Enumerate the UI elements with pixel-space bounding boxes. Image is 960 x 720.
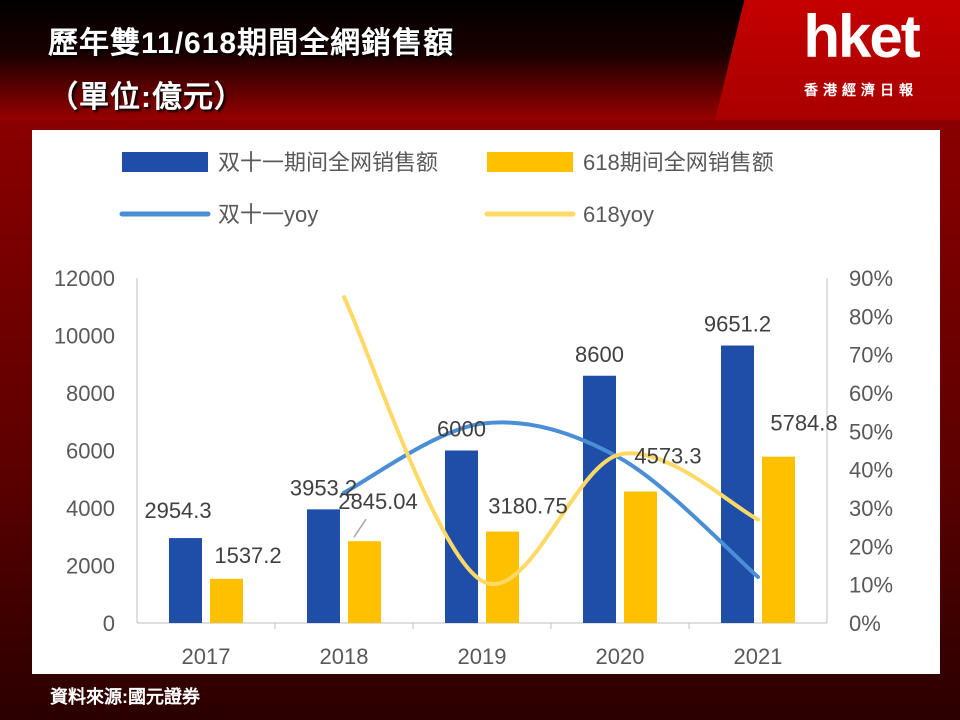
logo-panel — [715, 0, 960, 120]
legend-label: 618期间全网销售额 — [583, 150, 774, 175]
data-label-leader — [353, 518, 367, 538]
chart-panel: 0 2000 4000 6000 8000 10000 12000 0% 10% 20% 30% 40… — [32, 130, 940, 674]
legend-label: 双十一期间全网销售额 — [218, 150, 438, 175]
hket-logo-subtitle: 香港經濟日報 — [804, 82, 918, 98]
legend-label: 618yoy — [583, 202, 654, 227]
bar-618 — [762, 456, 795, 623]
data-label-618: 5784.8 — [770, 411, 837, 436]
x-tick-label: 2017 — [182, 644, 231, 669]
data-label-618: 1537.2 — [214, 543, 281, 568]
data-label-double11: 9651.2 — [704, 312, 771, 337]
x-tick-label: 2021 — [734, 644, 783, 669]
data-label-618: 4573.3 — [634, 444, 701, 469]
data-label-double11: 6000 — [437, 417, 486, 442]
data-label-double11: 8600 — [575, 342, 624, 367]
bar-double11 — [445, 450, 478, 623]
y2-tick-label: 40% — [849, 458, 893, 483]
y2-tick-label: 20% — [849, 534, 893, 559]
bar-double11 — [307, 509, 340, 623]
y-tick-label: 2000 — [66, 554, 115, 579]
data-label-double11: 3953.2 — [290, 475, 357, 500]
bar-double11 — [169, 538, 202, 623]
y-tick-label: 8000 — [66, 381, 115, 406]
y2-tick-label: 30% — [849, 496, 893, 521]
hket-logo: hket — [803, 3, 920, 70]
bar-double11 — [583, 375, 616, 623]
legend-swatch — [487, 152, 573, 172]
data-label-618: 2845.04 — [338, 489, 418, 514]
line-618-yoy — [342, 295, 760, 586]
y2-tick-label: 80% — [849, 304, 893, 329]
source-note: 資料來源:國元證券 — [50, 687, 200, 707]
x-tick-label: 2020 — [596, 644, 645, 669]
bar-618 — [210, 578, 243, 623]
y2-tick-label: 70% — [849, 343, 893, 368]
y2-tick-label: 60% — [849, 381, 893, 406]
y-tick-label: 12000 — [54, 266, 115, 291]
bar-double11 — [721, 345, 754, 623]
x-tick-label: 2019 — [458, 644, 507, 669]
bar-618 — [348, 541, 381, 623]
sales-chart: 0 2000 4000 6000 8000 10000 12000 0% 10% 20% 30% 40… — [54, 150, 893, 669]
y2-tick-label: 0% — [849, 611, 881, 636]
chart-unit-subtitle: （單位:億元） — [48, 81, 245, 114]
bar-618 — [624, 491, 657, 623]
y-tick-label: 4000 — [66, 496, 115, 521]
legend-swatch — [122, 152, 208, 172]
y2-tick-label: 10% — [849, 573, 893, 598]
x-tick-label: 2018 — [320, 644, 369, 669]
y-tick-label: 0 — [103, 611, 115, 636]
data-label-618: 3180.75 — [488, 494, 568, 519]
chart-title: 歷年雙11/618期間全網銷售額 — [48, 27, 455, 60]
y-tick-label: 10000 — [54, 324, 115, 349]
y-tick-label: 6000 — [66, 439, 115, 464]
legend-label: 双十一yoy — [218, 202, 318, 227]
y2-tick-label: 50% — [849, 419, 893, 444]
data-label-double11: 2954.3 — [144, 498, 211, 523]
y2-tick-label: 90% — [849, 266, 893, 291]
